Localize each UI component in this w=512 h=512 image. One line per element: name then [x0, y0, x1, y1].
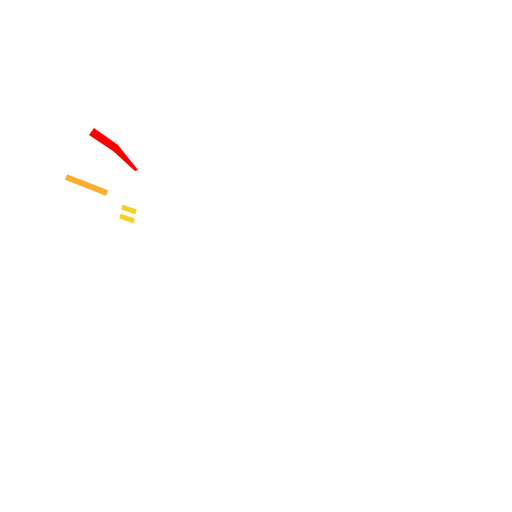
yellow-stroke-lower	[119, 213, 135, 224]
red-stroke	[89, 128, 138, 171]
orange-stroke	[64, 174, 109, 196]
yellow-stroke-upper	[121, 204, 137, 215]
